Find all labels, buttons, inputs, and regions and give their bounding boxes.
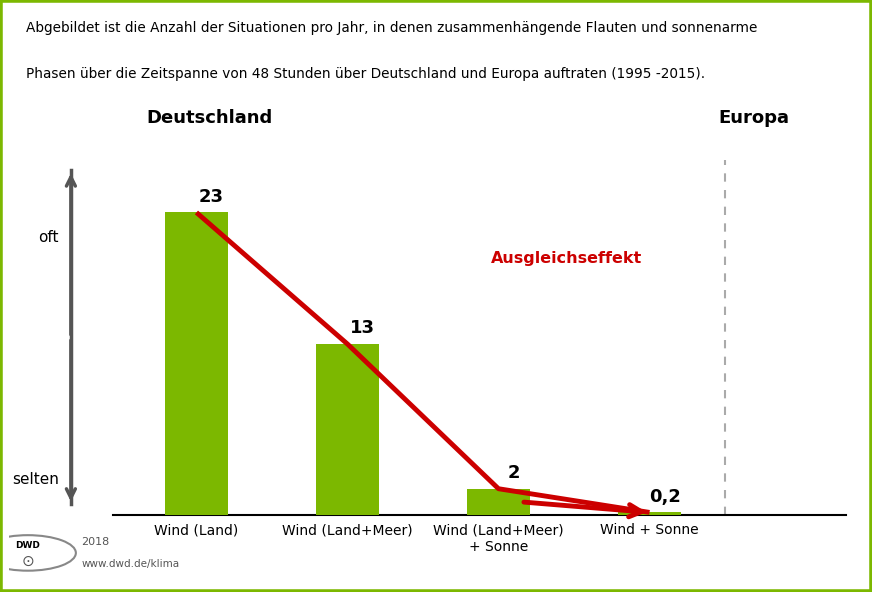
Text: 23: 23 — [199, 188, 224, 206]
Text: selten: selten — [12, 472, 59, 487]
Text: www.dwd.de/klima: www.dwd.de/klima — [82, 559, 180, 568]
Text: Europa: Europa — [719, 109, 790, 127]
Bar — [467, 489, 530, 515]
Text: oft: oft — [38, 230, 59, 246]
Text: Deutschland: Deutschland — [146, 109, 273, 127]
Text: Phasen über die Zeitspanne von 48 Stunden über Deutschland und Europa auftraten : Phasen über die Zeitspanne von 48 Stunde… — [26, 67, 705, 81]
Bar — [316, 344, 379, 515]
Text: ⊙: ⊙ — [22, 554, 34, 569]
Text: DWD: DWD — [16, 541, 40, 551]
Text: Ausgleichseffekt: Ausgleichseffekt — [491, 251, 642, 266]
Bar — [617, 513, 681, 515]
Bar — [165, 213, 228, 515]
Text: 0,2: 0,2 — [649, 488, 680, 506]
Text: 2018: 2018 — [82, 538, 110, 547]
Text: 2: 2 — [508, 464, 520, 482]
Text: Abgebildet ist die Anzahl der Situationen pro Jahr, in denen zusammenhängende Fl: Abgebildet ist die Anzahl der Situatione… — [26, 21, 757, 36]
Text: 13: 13 — [350, 320, 375, 337]
